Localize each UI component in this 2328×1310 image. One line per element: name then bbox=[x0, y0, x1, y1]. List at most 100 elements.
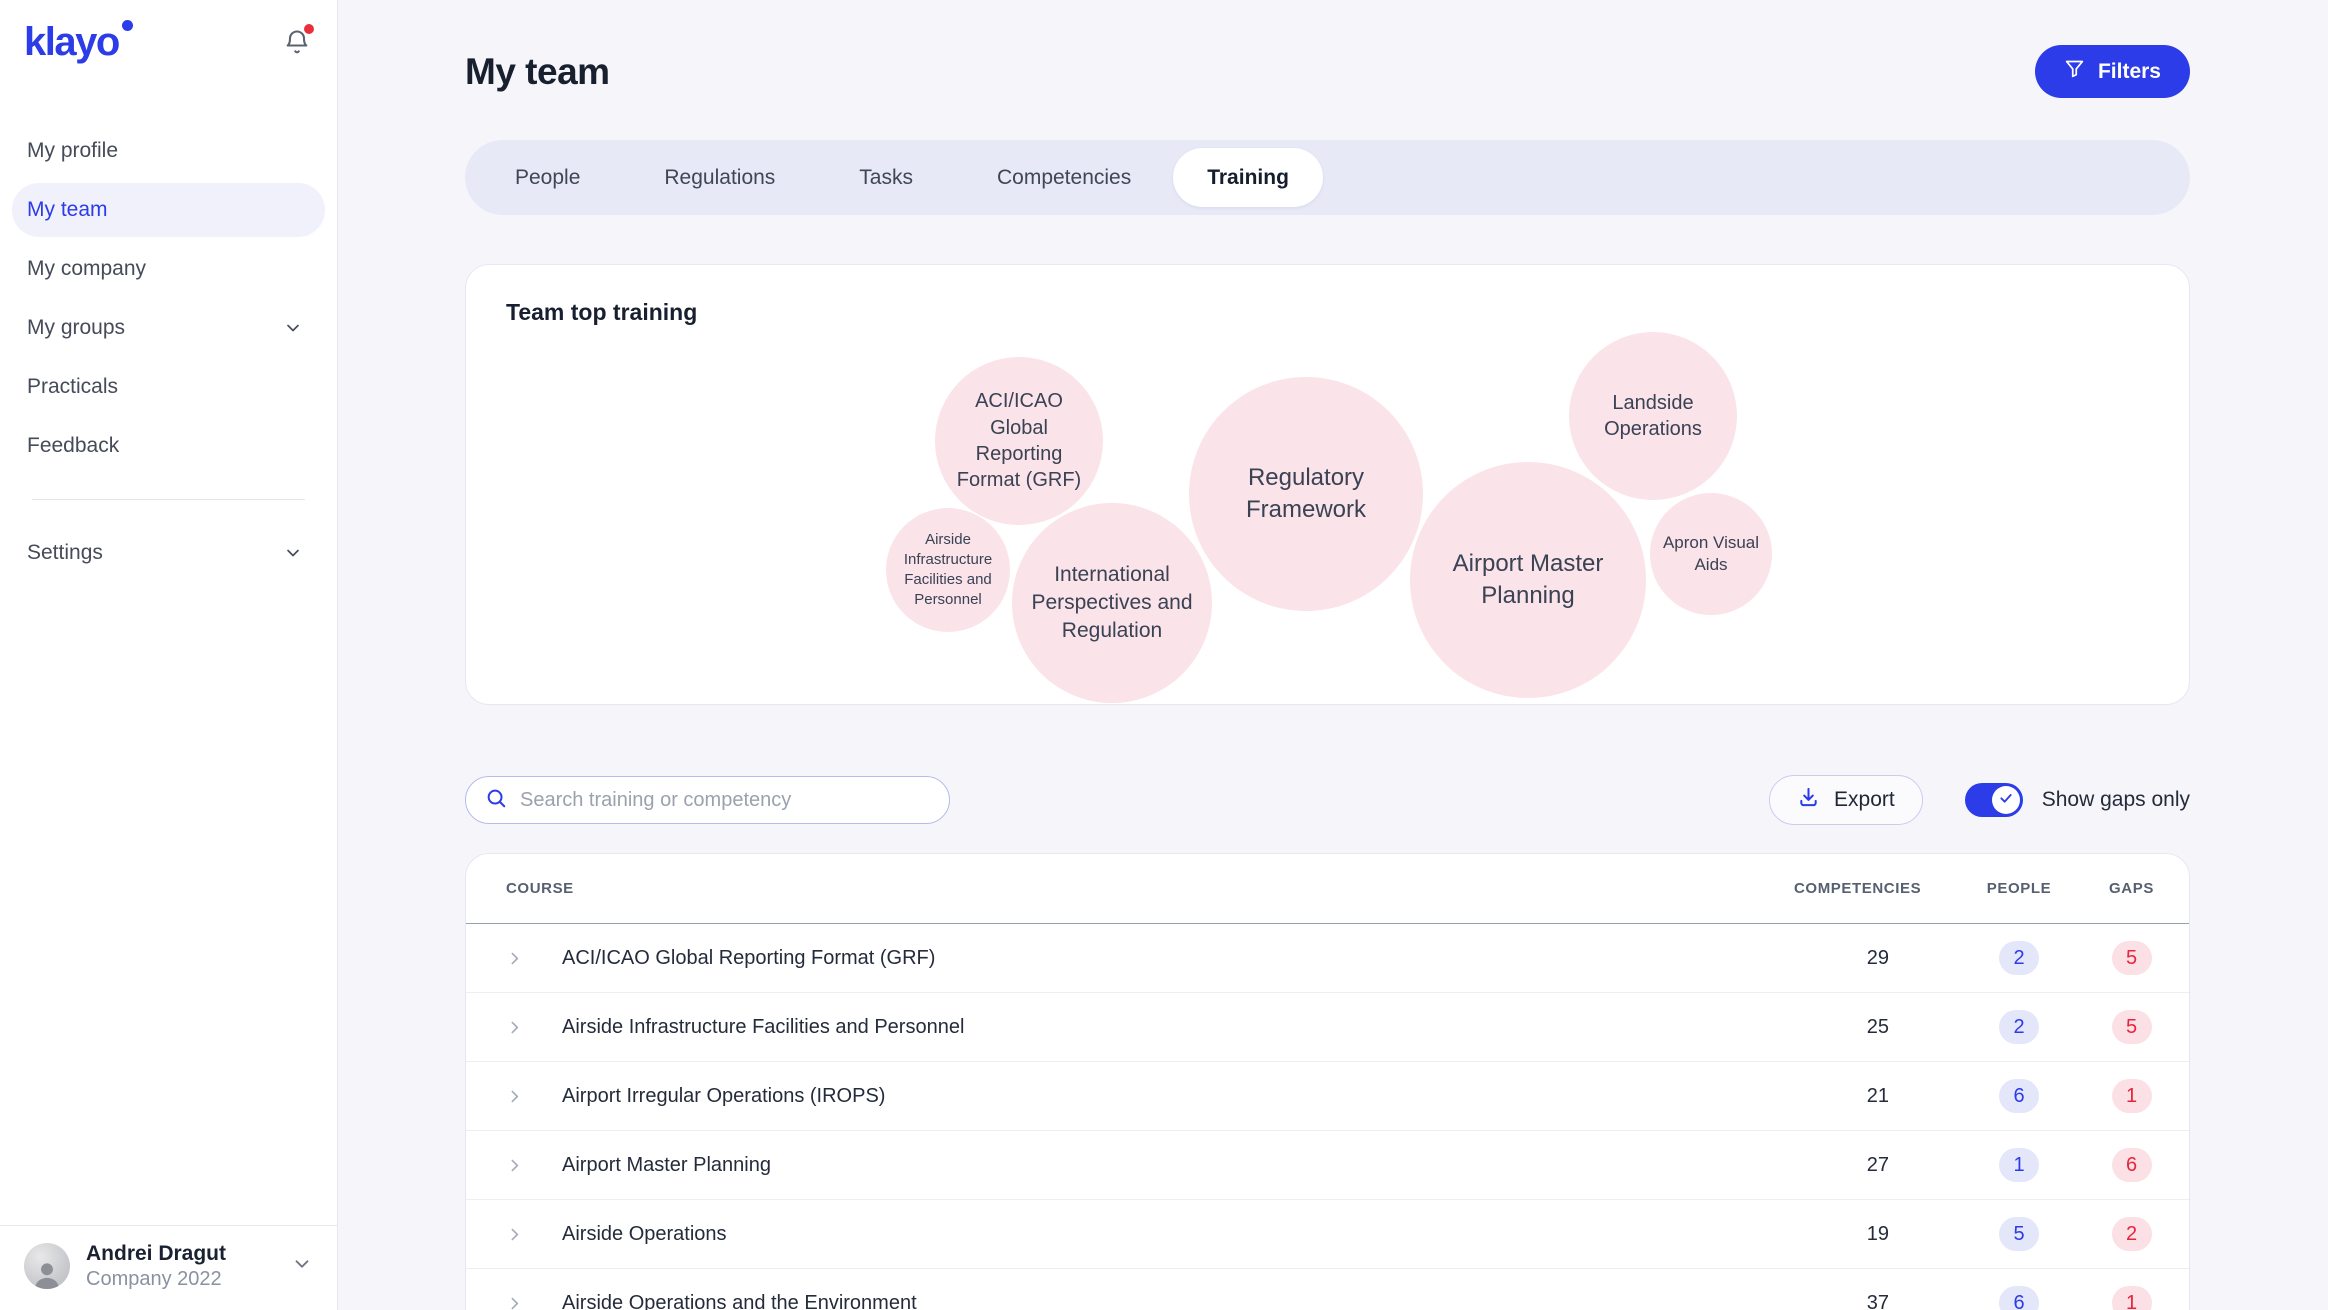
check-icon bbox=[1998, 790, 2014, 811]
bell-icon bbox=[283, 30, 311, 60]
sidebar-item-my-team[interactable]: My team bbox=[12, 183, 325, 237]
show-gaps-label: Show gaps only bbox=[2041, 788, 2190, 811]
sidebar-nav: My profile My team My company My groups … bbox=[0, 124, 337, 585]
filters-label: Filters bbox=[2097, 59, 2161, 83]
expand-row-button[interactable] bbox=[506, 1088, 562, 1105]
expand-row-button[interactable] bbox=[506, 950, 562, 967]
column-header-gaps: GAPS bbox=[2109, 880, 2154, 897]
expand-row-button[interactable] bbox=[506, 1295, 562, 1310]
filters-button[interactable]: Filters bbox=[2034, 45, 2190, 98]
expand-row-button[interactable] bbox=[506, 1019, 562, 1036]
course-name: Airside Operations and the Environment bbox=[562, 1291, 917, 1310]
nav-label: Practicals bbox=[27, 375, 119, 398]
table-row[interactable]: Airport Irregular Operations (IROPS) 21 … bbox=[466, 1062, 2189, 1131]
people-badge: 2 bbox=[1999, 941, 2039, 975]
nav-label: Feedback bbox=[27, 434, 120, 457]
logo-text: klayo bbox=[24, 20, 120, 64]
competencies-count: 25 bbox=[1866, 1015, 1889, 1038]
show-gaps-toggle[interactable] bbox=[1964, 783, 2023, 817]
gaps-badge: 1 bbox=[2111, 1286, 2152, 1310]
table-row[interactable]: Airport Master Planning 27 1 6 bbox=[466, 1131, 2189, 1200]
table-row[interactable]: Airside Operations 19 5 2 bbox=[466, 1200, 2189, 1269]
people-badge: 5 bbox=[1999, 1217, 2039, 1251]
chevron-down-icon[interactable] bbox=[291, 1253, 313, 1280]
gaps-badge: 5 bbox=[2111, 941, 2152, 975]
bubble-label: Airside Infrastructure Facilities and Pe… bbox=[903, 531, 993, 608]
course-name: Airside Infrastructure Facilities and Pe… bbox=[562, 1015, 965, 1038]
course-name: Airport Master Planning bbox=[562, 1153, 771, 1176]
logo-dot bbox=[121, 20, 133, 31]
download-icon bbox=[1797, 786, 1820, 815]
course-name: Airside Operations bbox=[562, 1222, 727, 1245]
tabbar: People Regulations Tasks Competencies Tr… bbox=[465, 140, 2190, 215]
toggle-knob bbox=[1991, 786, 2020, 814]
competencies-count: 21 bbox=[1866, 1084, 1889, 1107]
bubble-label: Landside Operations bbox=[1604, 391, 1702, 440]
column-header-people: PEOPLE bbox=[1986, 880, 2052, 897]
bubble-regulatory-framework: Regulatory Framework bbox=[1189, 377, 1423, 611]
table-row[interactable]: Airside Infrastructure Facilities and Pe… bbox=[466, 993, 2189, 1062]
team-top-training-card: Team top training ACI/ICAO Global Report… bbox=[465, 264, 2190, 705]
bubble-aci-icao-grf: ACI/ICAO Global Reporting Format (GRF) bbox=[935, 357, 1103, 525]
people-badge: 2 bbox=[1999, 1010, 2039, 1044]
nav-label: My company bbox=[27, 257, 147, 280]
sidebar-item-practicals[interactable]: Practicals bbox=[12, 360, 325, 414]
column-header-competencies: COMPETENCIES bbox=[1794, 880, 1922, 897]
course-name: Airport Irregular Operations (IROPS) bbox=[562, 1084, 886, 1107]
bubble-label: International Perspectives and Regulatio… bbox=[1031, 563, 1193, 642]
tab-people[interactable]: People bbox=[515, 165, 581, 189]
user-menu[interactable]: Andrei Dragut Company 2022 bbox=[0, 1224, 337, 1310]
bubble-airside-infrastructure: Airside Infrastructure Facilities and Pe… bbox=[886, 508, 1010, 632]
sidebar-item-my-groups[interactable]: My groups bbox=[12, 301, 325, 355]
nav-label: My groups bbox=[27, 316, 126, 339]
main-content: My team Filters People Regulations Tasks… bbox=[338, 0, 2328, 1310]
bubble-international-perspectives: International Perspectives and Regulatio… bbox=[1012, 503, 1212, 703]
people-badge: 6 bbox=[1999, 1079, 2039, 1113]
table-row[interactable]: Airside Operations and the Environment 3… bbox=[466, 1269, 2189, 1310]
export-button[interactable]: Export bbox=[1769, 775, 1923, 825]
bubble-airport-master-planning: Airport Master Planning bbox=[1410, 462, 1646, 698]
expand-row-button[interactable] bbox=[506, 1226, 562, 1243]
app-logo: klayo bbox=[24, 20, 133, 64]
notification-dot bbox=[304, 24, 314, 34]
page-title: My team bbox=[465, 50, 610, 92]
sidebar-header: klayo bbox=[0, 0, 337, 72]
gaps-badge: 1 bbox=[2111, 1079, 2152, 1113]
tab-competencies[interactable]: Competencies bbox=[996, 165, 1132, 189]
sidebar-item-my-company[interactable]: My company bbox=[12, 242, 325, 296]
export-label: Export bbox=[1834, 788, 1895, 811]
bubble-label: Airport Master Planning bbox=[1452, 550, 1604, 609]
sidebar: klayo My profile My team My company My g… bbox=[0, 0, 338, 1310]
page-header: My team Filters bbox=[465, 45, 2190, 98]
competencies-count: 29 bbox=[1866, 946, 1889, 969]
competencies-count: 37 bbox=[1866, 1291, 1889, 1310]
notifications-button[interactable] bbox=[283, 24, 314, 61]
nav-divider bbox=[32, 499, 305, 500]
tab-tasks[interactable]: Tasks bbox=[859, 165, 913, 189]
sidebar-item-feedback[interactable]: Feedback bbox=[12, 419, 325, 473]
chevron-down-icon bbox=[283, 543, 303, 563]
people-badge: 1 bbox=[1999, 1148, 2039, 1182]
bubble-label: Apron Visual Aids bbox=[1662, 532, 1760, 574]
bubble-label: Regulatory Framework bbox=[1245, 464, 1366, 523]
search-box bbox=[465, 776, 950, 824]
course-name: ACI/ICAO Global Reporting Format (GRF) bbox=[562, 946, 936, 969]
expand-row-button[interactable] bbox=[506, 1157, 562, 1174]
gaps-badge: 6 bbox=[2111, 1148, 2152, 1182]
search-icon bbox=[485, 787, 507, 814]
sidebar-item-settings[interactable]: Settings bbox=[12, 526, 325, 580]
user-name: Andrei Dragut bbox=[86, 1241, 227, 1265]
tab-regulations[interactable]: Regulations bbox=[664, 165, 776, 189]
search-input[interactable] bbox=[520, 788, 930, 812]
table-row[interactable]: ACI/ICAO Global Reporting Format (GRF) 2… bbox=[466, 924, 2189, 993]
tab-training[interactable]: Training bbox=[1173, 148, 1323, 207]
gaps-badge: 2 bbox=[2111, 1217, 2152, 1251]
nav-label: My team bbox=[27, 198, 108, 221]
table-toolbar: Export Show gaps only bbox=[465, 775, 2190, 825]
competencies-count: 19 bbox=[1866, 1222, 1889, 1245]
nav-label: My profile bbox=[27, 139, 119, 162]
sidebar-item-my-profile[interactable]: My profile bbox=[12, 124, 325, 178]
training-table: COURSE COMPETENCIES PEOPLE GAPS ACI/ICAO… bbox=[465, 853, 2190, 1310]
chart-title: Team top training bbox=[506, 299, 698, 325]
